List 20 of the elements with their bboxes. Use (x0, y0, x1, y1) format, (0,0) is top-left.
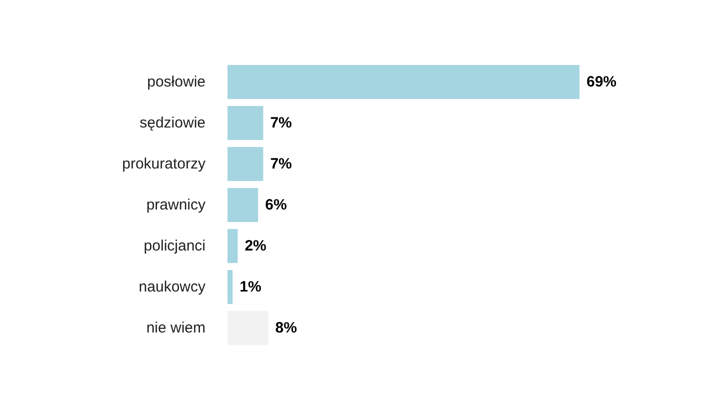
y-tick-label: prawnicy (146, 196, 206, 214)
data-label: 7% (270, 114, 292, 132)
bar (228, 64, 580, 100)
y-tick-label: policjanci (144, 238, 206, 254)
bar (228, 188, 258, 222)
data-label: 69% (586, 74, 617, 90)
bar (228, 270, 233, 304)
y-tick-label: posłowie (147, 74, 206, 90)
data-label: 8% (275, 320, 297, 336)
y-tick-label: sędziowie (140, 114, 206, 132)
data-label: 2% (244, 238, 266, 254)
data-label: 7% (270, 156, 292, 172)
y-tick-label: nie wiem (146, 320, 206, 336)
y-tick-label: naukowcy (138, 278, 206, 296)
bar (228, 228, 238, 264)
bar (228, 106, 264, 140)
data-label: 1% (240, 278, 262, 296)
y-tick-label: prokuratorzy (122, 156, 206, 172)
data-label: 6% (265, 196, 287, 214)
bar (228, 146, 264, 182)
